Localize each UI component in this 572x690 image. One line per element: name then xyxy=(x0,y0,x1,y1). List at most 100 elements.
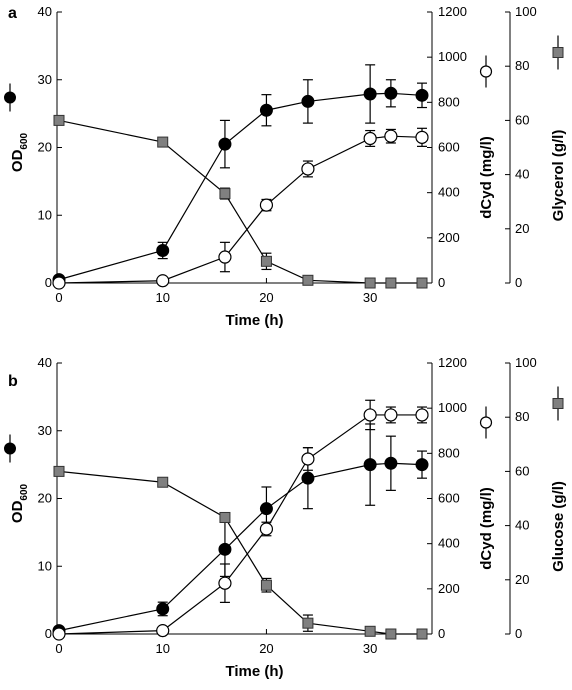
x-tick-label: 30 xyxy=(363,290,377,305)
secondary-axis-label: Glucose (g/l) xyxy=(550,481,567,572)
data-point-od xyxy=(384,86,398,100)
dcyd-tick-label: 1000 xyxy=(438,49,467,64)
data-point-od xyxy=(301,471,315,485)
series-line-od xyxy=(58,92,423,281)
series-line-glucose xyxy=(58,470,422,635)
dcyd-tick-label: 200 xyxy=(438,581,460,596)
left-tick-label: 30 xyxy=(38,72,52,87)
data-point-od xyxy=(156,602,170,616)
data-point-dcyd xyxy=(52,276,66,290)
secondary-tick-label: 60 xyxy=(515,112,529,127)
left-tick-label: 10 xyxy=(38,207,52,222)
data-point-od xyxy=(218,542,232,556)
dcyd-legend-marker xyxy=(479,416,493,429)
dcyd-axis-label: dCyd (mg/l) xyxy=(478,136,495,219)
x-tick-label: 10 xyxy=(155,290,169,305)
x-tick-label: 30 xyxy=(363,641,377,656)
left-tick-label: 40 xyxy=(38,4,52,19)
data-point-glucose xyxy=(157,476,169,488)
x-tick-label: 0 xyxy=(55,641,62,656)
dcyd-axis-label: dCyd (mg/l) xyxy=(478,487,495,570)
left-tick-label: 0 xyxy=(45,275,52,290)
x-tick-label: 10 xyxy=(155,641,169,656)
left-axis-label-main: OD xyxy=(9,500,26,523)
dcyd-tick-label: 400 xyxy=(438,185,460,200)
left-tick-label: 30 xyxy=(38,423,52,438)
secondary-tick-label: 0 xyxy=(515,626,522,641)
chart-panel-a: a010203040020040060080010001200020406080… xyxy=(4,4,567,329)
dcyd-tick-label: 1200 xyxy=(438,4,467,19)
data-point-dcyd xyxy=(259,198,274,212)
secondary-legend-marker xyxy=(552,398,564,409)
dcyd-tick-label: 400 xyxy=(438,536,460,551)
dcyd-tick-label: 200 xyxy=(438,230,460,245)
data-point-glycerol xyxy=(260,255,272,267)
secondary-tick-label: 100 xyxy=(515,4,537,19)
data-point-dcyd xyxy=(363,131,377,146)
data-point-dcyd xyxy=(363,408,377,422)
left-axis-label-subscript: 600 xyxy=(19,483,30,500)
panel-label: a xyxy=(8,5,17,22)
x-axis-label: Time (h) xyxy=(225,312,283,329)
data-point-dcyd xyxy=(52,627,66,641)
data-point-dcyd xyxy=(218,576,232,590)
dcyd-tick-label: 800 xyxy=(438,94,460,109)
series-line-glycerol xyxy=(58,119,422,284)
dcyd-tick-label: 1200 xyxy=(438,355,467,370)
dcyd-tick-label: 0 xyxy=(438,626,445,641)
dcyd-tick-label: 1000 xyxy=(438,400,467,415)
left-axis-label-subscript: 600 xyxy=(19,132,30,149)
data-point-glycerol xyxy=(302,274,314,286)
data-point-od xyxy=(384,456,398,470)
data-point-glucose xyxy=(302,617,314,629)
od-legend-marker xyxy=(4,442,16,455)
left-tick-label: 40 xyxy=(38,355,52,370)
series-od xyxy=(52,423,429,638)
data-point-dcyd xyxy=(156,274,170,288)
secondary-axis-label: Glycerol (g/l) xyxy=(550,130,567,222)
data-point-od xyxy=(259,502,273,516)
chart-panel-b: b010203040020040060080010001200020406080… xyxy=(4,355,567,680)
data-point-glycerol xyxy=(385,277,397,289)
dcyd-legend-marker xyxy=(479,65,493,78)
data-point-od xyxy=(218,137,232,151)
series-od xyxy=(52,64,429,287)
secondary-tick-label: 100 xyxy=(515,355,537,370)
secondary-tick-label: 20 xyxy=(515,221,529,236)
secondary-legend-marker xyxy=(552,47,564,58)
od-legend-marker xyxy=(4,91,16,104)
data-point-dcyd xyxy=(156,624,170,638)
series-glycerol xyxy=(53,114,428,289)
data-point-dcyd xyxy=(415,130,429,144)
data-point-od xyxy=(363,87,377,101)
series-line-od xyxy=(58,462,423,632)
data-point-dcyd xyxy=(218,250,232,264)
data-point-glucose xyxy=(260,579,272,591)
secondary-tick-label: 80 xyxy=(515,58,529,73)
dcyd-tick-label: 600 xyxy=(438,491,460,506)
data-point-od xyxy=(156,243,170,257)
series-glucose xyxy=(53,465,428,640)
data-point-glucose xyxy=(416,628,428,640)
data-point-glucose xyxy=(219,511,231,523)
left-axis-label-main: OD xyxy=(9,149,26,172)
series-line-dcyd xyxy=(58,135,423,284)
data-point-od xyxy=(259,103,273,117)
x-tick-label: 20 xyxy=(259,290,273,305)
dcyd-tick-label: 600 xyxy=(438,140,460,155)
panel-label: b xyxy=(8,373,18,390)
left-axis-label: OD600 xyxy=(9,483,30,523)
left-axis-label: OD600 xyxy=(9,132,30,172)
data-point-dcyd xyxy=(301,452,315,466)
x-axis-label: Time (h) xyxy=(225,663,283,680)
data-point-glycerol xyxy=(157,136,169,148)
secondary-tick-label: 40 xyxy=(515,167,529,182)
data-point-od xyxy=(301,94,315,108)
data-point-glucose xyxy=(385,628,397,640)
data-point-dcyd xyxy=(415,408,429,422)
data-point-glucose xyxy=(364,625,376,637)
left-tick-label: 20 xyxy=(38,491,52,506)
dcyd-tick-label: 800 xyxy=(438,445,460,460)
secondary-tick-label: 60 xyxy=(515,463,529,478)
